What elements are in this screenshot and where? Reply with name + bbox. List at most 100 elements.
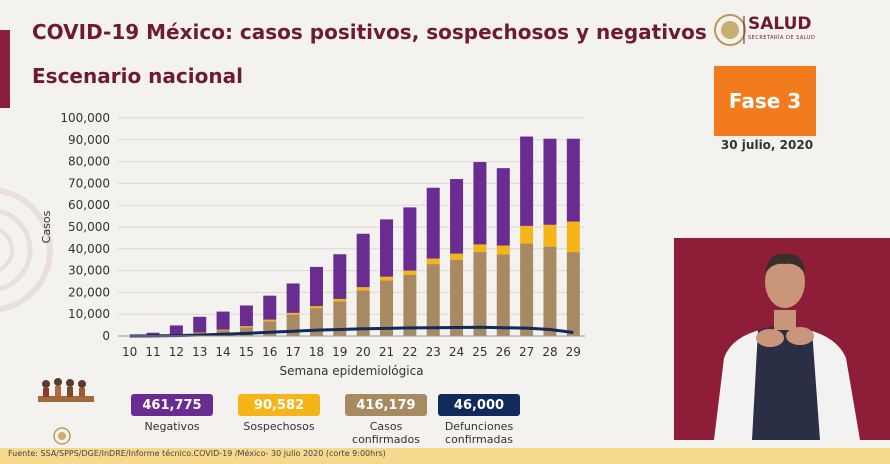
y-tick-label: 80,000 [68, 155, 110, 169]
watermark-pattern [0, 187, 53, 313]
bar-sospechosos [543, 224, 557, 247]
bar-confirmados [450, 259, 464, 336]
bar-sospechosos [239, 326, 253, 328]
bar-sospechosos [333, 298, 347, 302]
legend-item-confirmados: 416,179 Casos confirmados [345, 394, 427, 446]
bar-negativos [543, 138, 557, 225]
y-tick-label: 0 [102, 329, 110, 343]
bar-negativos [566, 138, 580, 222]
bar-negativos [193, 316, 207, 333]
accent-bar [0, 30, 10, 108]
bar-negativos [216, 311, 230, 330]
bar-sospechosos [286, 312, 300, 315]
source-text: Fuente: SSA/SPPS/DGE/InDRE/Informe técni… [8, 449, 386, 458]
bar-negativos [263, 295, 277, 320]
seal-icon [53, 427, 71, 445]
interpreter-video [674, 238, 890, 440]
phase-badge: Fase 3 [714, 66, 816, 136]
salud-logo-icon [714, 14, 746, 46]
y-tick-label: 20,000 [68, 285, 110, 299]
x-tick-label: 24 [449, 345, 464, 359]
bar-confirmados [566, 252, 580, 336]
bar-sospechosos [566, 221, 580, 253]
bar-confirmados [380, 280, 394, 336]
y-tick-label: 90,000 [68, 133, 110, 147]
legend-label: Negativos [144, 420, 200, 433]
bar-confirmados [239, 327, 253, 336]
bar-negativos [520, 136, 534, 226]
bar-sospechosos [216, 329, 230, 331]
bar-sospechosos [426, 258, 440, 265]
source-footer: Fuente: SSA/SPPS/DGE/InDRE/Informe técni… [0, 448, 890, 464]
bar-confirmados [496, 254, 510, 336]
legend-label: Casos confirmados [352, 420, 420, 446]
brand-tagline: SECRETARÍA DE SALUD [748, 35, 816, 41]
x-tick-label: 17 [285, 345, 300, 359]
x-tick-label: 20 [356, 345, 371, 359]
bar-sospechosos [263, 319, 277, 322]
x-tick-label: 25 [472, 345, 487, 359]
bar-negativos [450, 179, 464, 254]
line-defunciones [129, 325, 574, 338]
legend-value: 461,775 [131, 394, 213, 416]
bar-negativos [426, 187, 440, 259]
bar-sospechosos [356, 287, 370, 291]
people-illustration-icon [38, 378, 94, 402]
y-tick-label: 60,000 [68, 198, 110, 212]
y-tick-label: 100,000 [60, 111, 110, 125]
bar-negativos [239, 305, 253, 327]
bar-confirmados [473, 252, 487, 336]
stacked-bar-chart: 0 10,000 20,000 30,000 40,000 50,000 60,000 70,… [40, 111, 585, 378]
bar-confirmados [426, 264, 440, 336]
y-axis-label: Casos [40, 210, 53, 243]
x-tick-label: 23 [426, 345, 441, 359]
y-tick-label: 30,000 [68, 264, 110, 278]
legend-label: Defunciones confirmadas [444, 420, 514, 446]
bar-negativos [380, 219, 394, 277]
legend-item-defunciones: 46,000 Defunciones confirmadas [438, 394, 520, 446]
bar-negativos [286, 283, 300, 313]
bar-sospechosos [450, 253, 464, 260]
bar-negativos [356, 233, 370, 288]
legend-value: 46,000 [438, 394, 520, 416]
x-tick-label: 18 [309, 345, 324, 359]
bar-negativos [496, 168, 510, 246]
x-axis-label: Semana epidemiológica [279, 364, 423, 378]
x-tick-label: 22 [402, 345, 417, 359]
y-tick-label: 50,000 [68, 220, 110, 234]
bar-confirmados [356, 290, 370, 336]
bar-sospechosos [403, 270, 417, 275]
y-tick-label: 10,000 [68, 307, 110, 321]
x-tick-label: 27 [519, 345, 534, 359]
bar-confirmados [403, 274, 417, 336]
page-subtitle: Escenario nacional [32, 64, 243, 88]
x-tick-label: 10 [122, 345, 137, 359]
legend-item-sospechosos: 90,582 Sospechosos [238, 394, 320, 433]
x-tick-label: 26 [496, 345, 511, 359]
bar-negativos [333, 254, 347, 299]
bar-sospechosos [193, 332, 207, 334]
bar-confirmados [333, 301, 347, 336]
phase-date: 30 julio, 2020 [720, 138, 814, 152]
legend-value: 90,582 [238, 394, 320, 416]
interpreter-figure-icon [674, 238, 890, 440]
x-tick-label: 21 [379, 345, 394, 359]
x-tick-label: 15 [239, 345, 254, 359]
legend-label: Sospechosos [243, 420, 315, 433]
page-title: COVID-19 México: casos positivos, sospec… [32, 20, 707, 44]
x-tick-label: 19 [332, 345, 347, 359]
x-tick-label: 13 [192, 345, 207, 359]
x-tick-label: 16 [262, 345, 277, 359]
x-tick-label: 11 [145, 345, 160, 359]
bar-confirmados [520, 243, 534, 336]
bar-negativos [403, 207, 417, 271]
x-tick-label: 29 [566, 345, 581, 359]
x-tick-label: 14 [215, 345, 230, 359]
bar-negativos [169, 325, 183, 335]
bar-sospechosos [496, 245, 510, 255]
bar-negativos [146, 332, 160, 336]
bar-negativos [473, 162, 487, 245]
x-tick-label: 12 [169, 345, 184, 359]
bar-sospechosos [520, 225, 534, 244]
legend-item-negativos: 461,775 Negativos [131, 394, 213, 433]
